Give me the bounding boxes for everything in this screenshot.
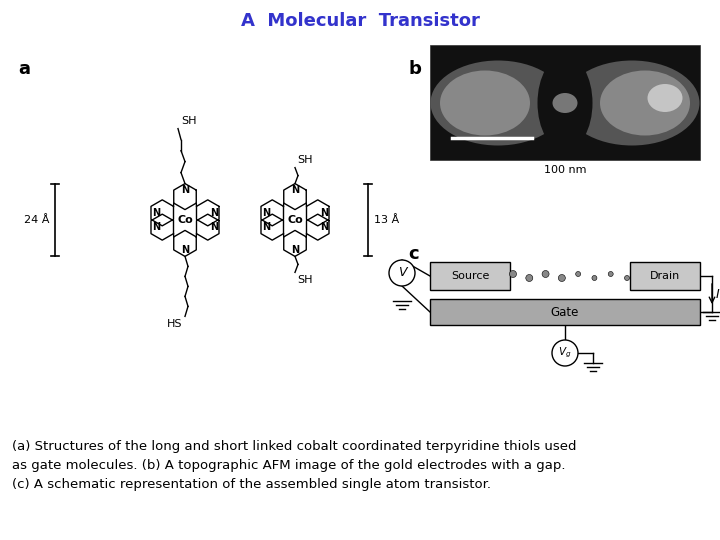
Circle shape — [526, 274, 533, 281]
Text: a: a — [18, 60, 30, 78]
Bar — [430, 45, 700, 160]
Circle shape — [592, 275, 597, 280]
Text: N: N — [291, 185, 299, 195]
Circle shape — [558, 274, 565, 281]
Text: I: I — [716, 287, 720, 300]
Text: V: V — [397, 267, 406, 280]
Text: Co: Co — [287, 215, 303, 225]
Text: N: N — [152, 222, 160, 232]
Text: SH: SH — [181, 116, 197, 126]
Text: N: N — [210, 208, 218, 218]
Circle shape — [624, 275, 629, 280]
Text: b: b — [408, 60, 421, 78]
Text: N: N — [261, 222, 270, 232]
Text: HS: HS — [166, 319, 182, 329]
Ellipse shape — [647, 84, 683, 112]
Text: N: N — [320, 208, 328, 218]
Text: $V_g$: $V_g$ — [558, 346, 572, 360]
Circle shape — [552, 340, 578, 366]
Ellipse shape — [431, 60, 565, 145]
Text: N: N — [210, 222, 218, 232]
Text: Co: Co — [177, 215, 193, 225]
Ellipse shape — [538, 56, 593, 151]
Circle shape — [542, 271, 549, 278]
Text: N: N — [291, 245, 299, 255]
Bar — [430, 299, 700, 325]
Circle shape — [576, 272, 580, 276]
Text: N: N — [320, 222, 328, 232]
Text: N: N — [181, 185, 189, 195]
Circle shape — [510, 271, 516, 278]
Text: Drain: Drain — [650, 271, 680, 281]
Text: 24 Å: 24 Å — [24, 215, 49, 225]
Text: N: N — [152, 208, 160, 218]
Text: 100 nm: 100 nm — [544, 165, 586, 175]
Circle shape — [389, 260, 415, 286]
Text: Gate: Gate — [551, 306, 579, 319]
Ellipse shape — [564, 60, 700, 145]
Ellipse shape — [552, 93, 577, 113]
Bar — [430, 262, 510, 290]
Text: N: N — [181, 245, 189, 255]
Text: SH: SH — [297, 154, 312, 165]
Circle shape — [608, 272, 613, 276]
Text: N: N — [261, 208, 270, 218]
Text: SH: SH — [297, 275, 312, 286]
Text: 13 Å: 13 Å — [374, 215, 400, 225]
Ellipse shape — [440, 71, 530, 136]
Text: Source: Source — [451, 271, 489, 281]
Text: (a) Structures of the long and short linked cobalt coordinated terpyridine thiol: (a) Structures of the long and short lin… — [12, 440, 577, 491]
Text: A  Molecular  Transistor: A Molecular Transistor — [240, 12, 480, 30]
Ellipse shape — [600, 71, 690, 136]
Bar — [630, 262, 700, 290]
Text: c: c — [408, 245, 418, 263]
